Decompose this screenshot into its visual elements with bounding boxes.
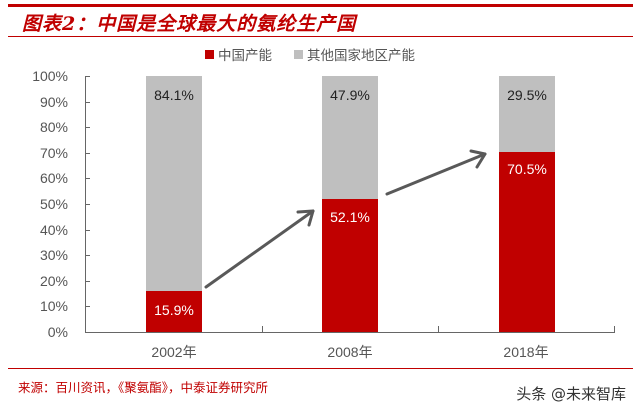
y-tick xyxy=(85,229,90,231)
x-axis xyxy=(85,332,615,333)
y-tick xyxy=(85,127,90,129)
y-tick xyxy=(85,152,90,154)
y-tick xyxy=(85,255,90,257)
value-label-china: 15.9% xyxy=(154,302,194,318)
bar-2002: 84.1% 15.9% xyxy=(146,76,202,332)
bar-segment-china xyxy=(322,198,378,332)
ytick-label: 80% xyxy=(39,119,68,136)
legend-label: 中国产能 xyxy=(218,48,272,64)
arrow-2008-2018-icon xyxy=(385,152,487,196)
bar-2008: 47.9% 52.1% xyxy=(322,76,378,332)
ytick-label: 20% xyxy=(39,272,68,289)
legend-label: 其他国家地区产能 xyxy=(307,48,415,64)
legend-swatch-red-icon xyxy=(205,49,214,59)
source-note: 来源：百川资讯，《聚氨酯》，中泰证券研究所 xyxy=(18,380,269,395)
title-divider xyxy=(8,36,633,37)
footer-divider xyxy=(8,368,633,369)
value-label-other: 29.5% xyxy=(507,87,547,103)
legend: 中国产能 其他国家地区产能 xyxy=(205,44,415,64)
value-label-other: 84.1% xyxy=(154,87,194,103)
bar-segment-china xyxy=(499,151,555,332)
ytick-label: 10% xyxy=(39,298,68,315)
x-label: 2002年 xyxy=(151,344,197,360)
watermark: 头条 @未来智库 xyxy=(516,385,626,403)
x-tick xyxy=(614,326,615,332)
chart-title: 图表2：中国是全球最大的氨纶生产国 xyxy=(22,13,357,35)
x-tick xyxy=(262,326,263,332)
y-tick xyxy=(85,306,90,308)
bar-segment-other xyxy=(322,76,378,199)
value-label-other: 47.9% xyxy=(330,87,370,103)
y-tick xyxy=(85,280,90,282)
x-label: 2018年 xyxy=(503,344,549,360)
ytick-label: 60% xyxy=(39,170,68,187)
ytick-label: 30% xyxy=(39,247,68,264)
ytick-label: 40% xyxy=(39,221,68,238)
legend-item-china: 中国产能 xyxy=(205,44,272,64)
top-rule xyxy=(8,4,633,7)
bar-segment-china xyxy=(146,291,202,332)
x-tick xyxy=(438,326,439,332)
legend-swatch-gray-icon xyxy=(294,49,303,59)
ytick-label: 90% xyxy=(39,93,68,110)
x-label: 2008年 xyxy=(327,344,373,360)
y-tick xyxy=(85,204,90,205)
bar-2018: 29.5% 70.5% xyxy=(499,76,555,332)
y-tick xyxy=(85,101,90,103)
value-label-china: 70.5% xyxy=(507,161,547,177)
ytick-label: 100% xyxy=(32,68,68,84)
y-tick xyxy=(85,178,90,180)
bar-segment-other xyxy=(499,76,555,152)
ytick-label: 50% xyxy=(39,196,68,212)
ytick-label: 0% xyxy=(47,324,68,340)
y-tick xyxy=(85,76,90,77)
ytick-label: 70% xyxy=(39,144,68,161)
bar-segment-other xyxy=(146,76,202,292)
arrow-2002-2008-icon xyxy=(204,209,315,289)
legend-item-other: 其他国家地区产能 xyxy=(294,44,415,64)
value-label-china: 52.1% xyxy=(330,209,370,225)
